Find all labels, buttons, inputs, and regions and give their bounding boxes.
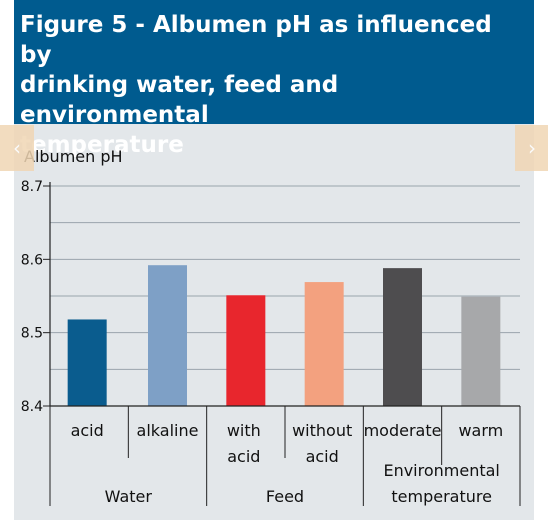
category-label: warm <box>458 421 503 440</box>
y-tick-label: 8.4 <box>21 399 43 415</box>
group-label: Water <box>105 487 153 506</box>
group-label: temperature <box>391 487 492 506</box>
bar-chart: Albumen pH 8.7 8.6 8.5 8.4 acid alkaline with ac… <box>21 147 521 506</box>
category-label: without <box>292 421 352 440</box>
category-label: acid <box>306 447 339 466</box>
bar-acid <box>67 319 107 406</box>
category-label: with <box>227 421 261 440</box>
figure-panel: Figure 5 - Albumen pH as influenced by d… <box>14 0 534 520</box>
bar-without-acid <box>304 282 344 406</box>
group-label: Feed <box>266 487 304 506</box>
bar-alkaline <box>148 265 187 406</box>
y-tick-label: 8.7 <box>21 179 43 195</box>
figure-title: Figure 5 - Albumen pH as influenced by d… <box>20 12 492 158</box>
figure-header: Figure 5 - Albumen pH as influenced by d… <box>14 0 534 158</box>
bar-with-acid <box>226 295 266 406</box>
next-arrow-icon[interactable]: › <box>515 125 548 171</box>
group-label: Environmental <box>383 461 499 480</box>
bar-warm <box>461 296 501 406</box>
category-label: acid <box>71 421 104 440</box>
y-tick-label: 8.6 <box>21 252 43 268</box>
y-axis-label: Albumen pH <box>24 147 123 166</box>
y-tick-label: 8.5 <box>21 326 43 342</box>
category-label: acid <box>227 447 260 466</box>
category-label: alkaline <box>137 421 199 440</box>
bar-moderate <box>383 268 422 406</box>
previous-arrow-icon[interactable]: ‹ <box>0 125 34 171</box>
category-label: moderate <box>364 421 442 440</box>
